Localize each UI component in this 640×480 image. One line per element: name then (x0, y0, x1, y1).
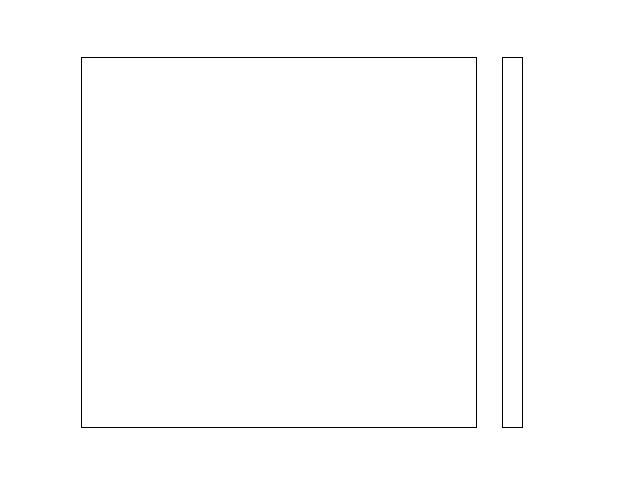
colorbar-gradient (503, 58, 522, 427)
plot-area (81, 57, 477, 428)
colorbar (502, 57, 523, 428)
ionogram-heatmap (82, 58, 476, 427)
